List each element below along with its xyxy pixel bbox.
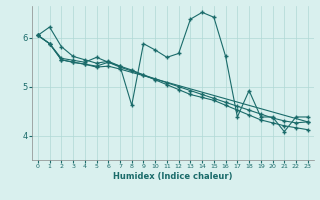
X-axis label: Humidex (Indice chaleur): Humidex (Indice chaleur) xyxy=(113,172,233,181)
